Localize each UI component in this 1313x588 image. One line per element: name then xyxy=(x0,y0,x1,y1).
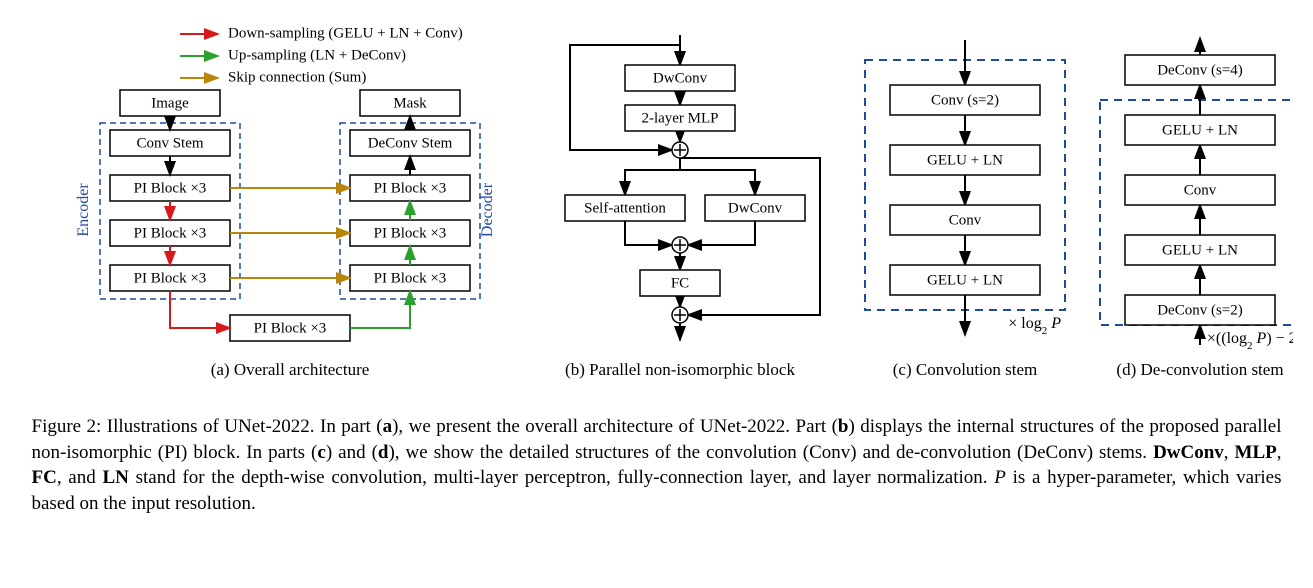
svg-text:FC: FC xyxy=(671,275,689,291)
svg-text:(d) De-convolution stem: (d) De-convolution stem xyxy=(1116,360,1283,379)
svg-text:Down-sampling (GELU + LN + Con: Down-sampling (GELU + LN + Conv) xyxy=(228,25,463,41)
legend: Down-sampling (GELU + LN + Conv) Up-sampl… xyxy=(180,25,463,85)
svg-text:Self-attention: Self-attention xyxy=(584,200,666,216)
svg-text:Conv: Conv xyxy=(949,212,982,228)
svg-text:PI Block ×3: PI Block ×3 xyxy=(134,270,207,286)
svg-text:Image: Image xyxy=(151,95,189,111)
svg-text:PI Block ×3: PI Block ×3 xyxy=(134,180,207,196)
svg-text:(c) Convolution stem: (c) Convolution stem xyxy=(893,360,1037,379)
svg-text:DwConv: DwConv xyxy=(653,70,708,86)
svg-text:(b) Parallel non-isomorphic bl: (b) Parallel non-isomorphic block xyxy=(565,360,795,379)
svg-text:DwConv: DwConv xyxy=(728,200,783,216)
svg-text:GELU + LN: GELU + LN xyxy=(927,272,1003,288)
panel-c: Conv (s=2) GELU + LN Conv GELU + LN × log2 P… xyxy=(865,40,1065,379)
svg-text:Up-sampling (LN + DeConv): Up-sampling (LN + DeConv) xyxy=(228,47,406,63)
svg-text:Conv: Conv xyxy=(1184,182,1217,198)
svg-text:×((log2 P) − 2): ×((log2 P) − 2) xyxy=(1207,330,1293,352)
figure-2-diagram: Down-sampling (GELU + LN + Conv) Up-sampl… xyxy=(20,20,1293,400)
svg-text:(a) Overall architecture: (a) Overall architecture xyxy=(211,360,370,379)
svg-text:Conv Stem: Conv Stem xyxy=(136,135,203,151)
svg-text:GELU + LN: GELU + LN xyxy=(1162,122,1238,138)
svg-text:PI Block ×3: PI Block ×3 xyxy=(254,320,327,336)
svg-text:DeConv (s=2): DeConv (s=2) xyxy=(1157,302,1243,318)
panel-b: DwConv 2-layer MLP Self-attention DwConv FC (… xyxy=(565,35,820,379)
figure-2: Down-sampling (GELU + LN + Conv) Up-sampl… xyxy=(20,20,1293,517)
svg-text:Conv (s=2): Conv (s=2) xyxy=(931,92,999,108)
figure-2-caption: Figure 2: Illustrations of UNet-2022. In… xyxy=(32,414,1282,517)
svg-text:GELU + LN: GELU + LN xyxy=(927,152,1003,168)
svg-text:GELU + LN: GELU + LN xyxy=(1162,242,1238,258)
svg-text:PI Block ×3: PI Block ×3 xyxy=(374,270,447,286)
panel-a: Encoder Decoder Image Conv Stem PI Block ×3 P… xyxy=(75,90,496,379)
svg-text:Encoder: Encoder xyxy=(75,183,92,237)
svg-text:Mask: Mask xyxy=(393,95,427,111)
svg-text:× log2 P: × log2 P xyxy=(1008,315,1061,337)
svg-text:PI Block ×3: PI Block ×3 xyxy=(134,225,207,241)
svg-text:PI Block ×3: PI Block ×3 xyxy=(374,225,447,241)
svg-text:PI Block ×3: PI Block ×3 xyxy=(374,180,447,196)
panel-d: DeConv (s=4) GELU + LN Conv GELU + LN DeConv… xyxy=(1100,38,1293,379)
svg-text:Skip connection (Sum): Skip connection (Sum) xyxy=(228,69,366,85)
svg-text:2-layer MLP: 2-layer MLP xyxy=(641,110,718,126)
svg-text:DeConv Stem: DeConv Stem xyxy=(368,135,453,151)
svg-text:DeConv (s=4): DeConv (s=4) xyxy=(1157,62,1243,78)
svg-text:Decoder: Decoder xyxy=(479,182,496,237)
